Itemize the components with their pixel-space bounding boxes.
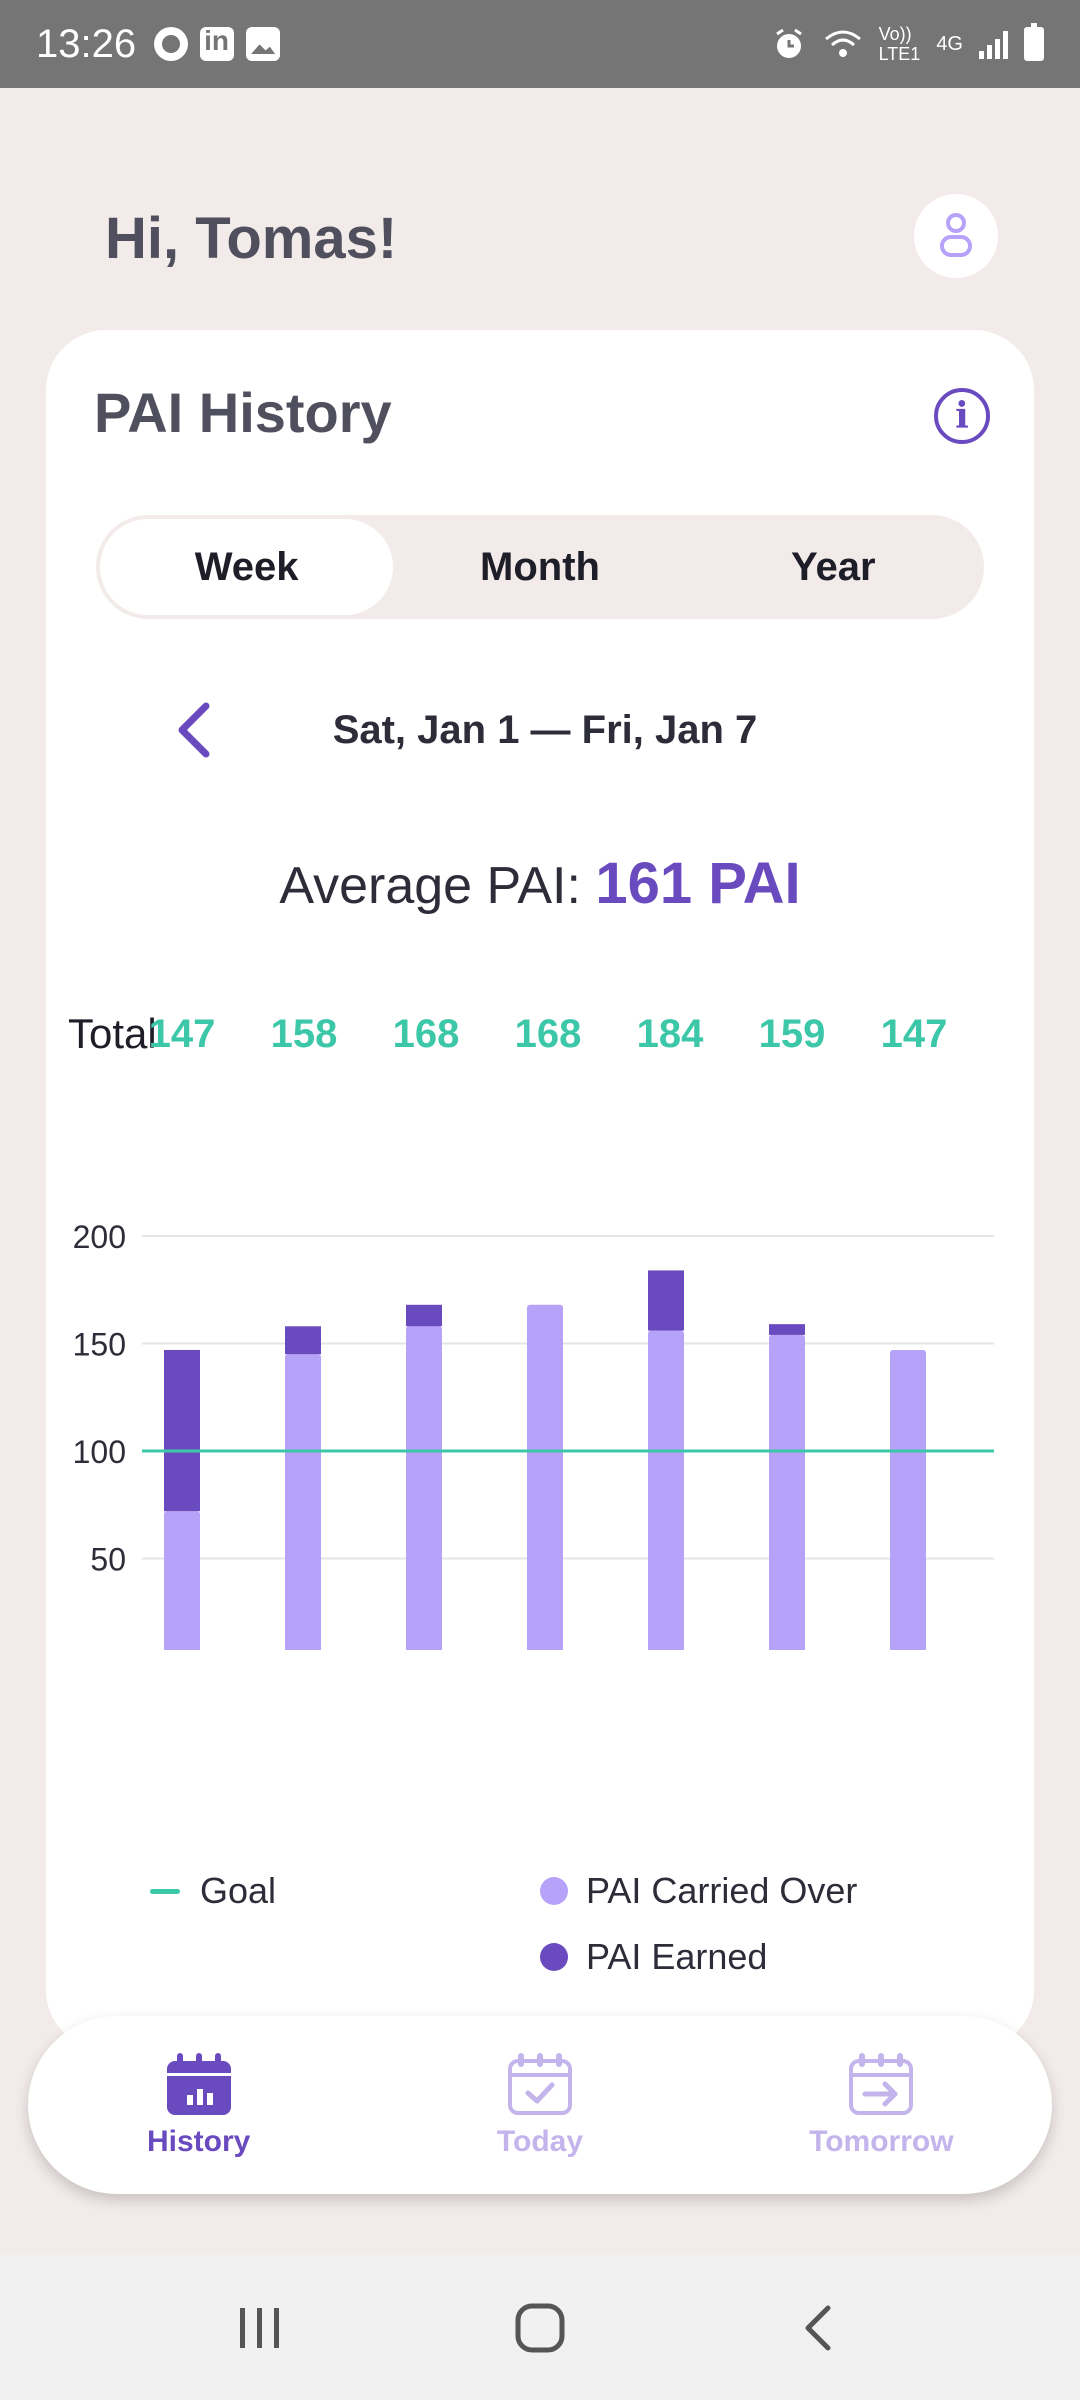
nav-history-label: History — [146, 2125, 251, 2158]
period-selector: Week Month Year — [96, 515, 984, 619]
average-label: Average PAI: — [279, 857, 581, 915]
battery-icon — [1024, 23, 1044, 61]
legend-carried-label: PAI Carried Over — [586, 1870, 858, 1911]
total-value: 158 — [270, 1012, 338, 1056]
calendar-chart-icon — [166, 2053, 231, 2115]
system-navigation-bar — [0, 2255, 1080, 2400]
user-icon — [940, 213, 972, 257]
legend-earned: PAI Earned — [540, 1936, 767, 1978]
total-value: 147 — [880, 1012, 948, 1056]
average-pai: Average PAI: 161 PAI — [46, 850, 1034, 917]
bar-carried-over — [527, 1304, 563, 1650]
gallery-icon — [246, 27, 281, 61]
linkedin-icon — [200, 25, 235, 61]
y-tick-label: 150 — [73, 1327, 126, 1363]
status-bar: 13:26 Vo)) LTE1 4G — [0, 0, 1080, 88]
average-value: 161 PAI — [595, 851, 801, 916]
network-4g-label: 4G — [936, 32, 963, 55]
legend-goal: Goal — [150, 1870, 276, 1912]
y-tick-label: 50 — [90, 1542, 126, 1578]
earned-swatch — [540, 1943, 568, 1971]
bar-carried-over — [769, 1334, 805, 1650]
nav-today[interactable]: Today — [369, 2016, 710, 2194]
bar-earned — [769, 1324, 805, 1335]
bar-carried-over — [164, 1511, 200, 1650]
nav-tomorrow[interactable]: Tomorrow — [711, 2016, 1052, 2194]
tab-month[interactable]: Month — [480, 544, 600, 589]
previous-week-button[interactable] — [166, 700, 226, 760]
info-symbol: i — [955, 395, 969, 437]
bar-carried-over — [648, 1330, 684, 1650]
greeting: Hi, Tomas! — [105, 206, 398, 271]
status-time: 13:26 — [36, 21, 137, 66]
wifi-icon — [824, 30, 861, 57]
bar-carried-over — [406, 1326, 442, 1650]
calendar-arrow-icon — [849, 2053, 914, 2115]
skoda-app-icon — [154, 27, 189, 61]
notification-icons — [154, 25, 281, 61]
pai-history-card: PAI History i Week Month Year Sat, Jan 1… — [46, 330, 1034, 2050]
date-range: Sat, Jan 1 — Fri, Jan 7 — [332, 708, 758, 752]
nav-history[interactable]: History — [28, 2016, 369, 2194]
bar-earned — [648, 1270, 684, 1331]
legend-goal-label: Goal — [200, 1870, 277, 1911]
y-tick-label: 100 — [73, 1434, 126, 1470]
nav-today-label: Today — [496, 2125, 584, 2158]
total-value: 168 — [514, 1012, 582, 1056]
calendar-check-icon — [507, 2053, 572, 2115]
total-value: 184 — [636, 1012, 704, 1056]
bar-earned — [285, 1326, 321, 1355]
tab-year[interactable]: Year — [791, 544, 876, 589]
info-icon[interactable]: i — [934, 388, 990, 444]
y-tick-label: 0 — [108, 1649, 126, 1650]
bar-earned — [406, 1304, 442, 1327]
lte-label: LTE1 — [878, 44, 921, 64]
system-indicators: Vo)) LTE1 4G — [771, 23, 1044, 64]
total-value: 147 — [148, 1012, 216, 1056]
bar-carried-over — [890, 1349, 926, 1650]
home-icon[interactable] — [510, 2298, 570, 2358]
profile-button[interactable] — [914, 194, 998, 278]
volte-indicator: Vo)) LTE1 — [879, 24, 921, 64]
y-tick-label: 200 — [73, 1219, 126, 1255]
total-value: 159 — [758, 1012, 826, 1056]
nav-tomorrow-label: Tomorrow — [809, 2125, 954, 2158]
legend-carried-over: PAI Carried Over — [540, 1870, 857, 1912]
carried-over-swatch — [540, 1877, 568, 1905]
tab-week[interactable]: Week — [100, 519, 394, 615]
volte-label: Vo)) — [878, 24, 912, 44]
goal-line-swatch — [150, 1888, 180, 1894]
total-value: 168 — [392, 1012, 460, 1056]
recent-apps-icon[interactable] — [230, 2298, 290, 2358]
total-label: Total — [68, 1010, 157, 1057]
pai-history-chart: 050100150200SSMTWTF — [73, 1219, 994, 1650]
signal-icon — [979, 29, 1008, 59]
back-icon[interactable] — [790, 2298, 850, 2358]
bar-earned — [164, 1349, 200, 1512]
bar-carried-over — [285, 1354, 321, 1650]
alarm-icon — [775, 28, 802, 58]
card-title: PAI History — [94, 381, 392, 444]
legend-earned-label: PAI Earned — [586, 1936, 768, 1977]
bottom-navigation: History Today Tomorrow — [28, 2016, 1052, 2194]
